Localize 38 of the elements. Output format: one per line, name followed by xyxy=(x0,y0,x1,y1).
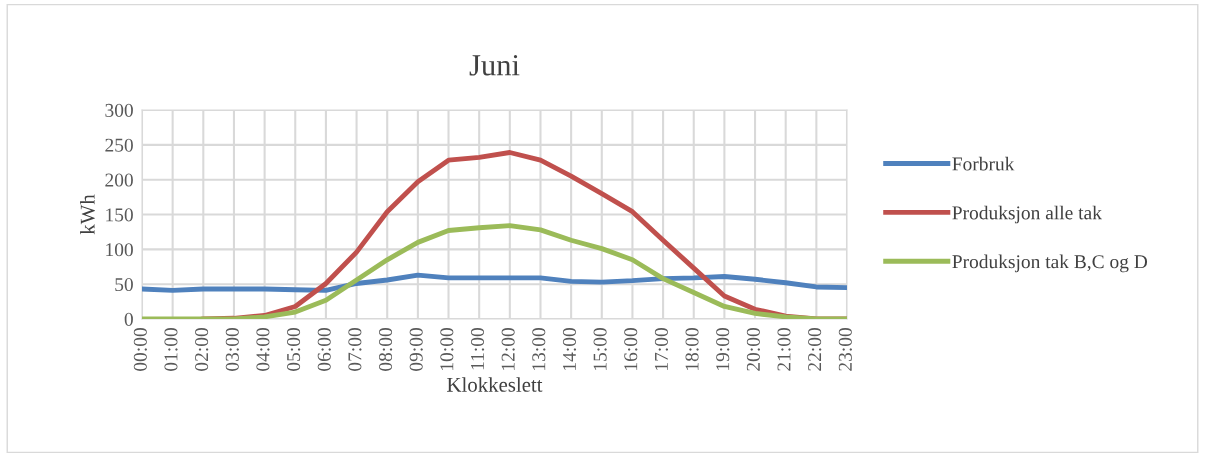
y-tick-label: 50 xyxy=(115,277,133,292)
x-tick-label: 08:00 xyxy=(378,328,393,371)
x-tick-label: 06:00 xyxy=(317,328,331,371)
x-tick-label: 07:00 xyxy=(348,328,362,371)
x-tick-label: 21:00 xyxy=(777,328,791,371)
x-tick-label: 17:00 xyxy=(654,328,669,370)
x-tick-label: 16:00 xyxy=(624,328,638,370)
x-tick-label: 11:00 xyxy=(470,328,485,370)
x-tick-label: 00:00 xyxy=(133,328,147,371)
y-tick-label: 150 xyxy=(106,208,133,222)
chart-title: Juni xyxy=(469,55,520,76)
line-series xyxy=(142,272,847,293)
x-tick-label: 19:00 xyxy=(716,328,730,370)
y-tick-label: 0 xyxy=(124,312,133,326)
x-axis-title: Klokkeslett xyxy=(447,377,543,392)
y-tick-label: 250 xyxy=(105,138,133,152)
x-tick-label: 02:00 xyxy=(195,328,209,371)
y-tick-label: 300 xyxy=(105,103,133,117)
x-tick-label: 20:00 xyxy=(746,328,760,371)
x-tick-label: 04:00 xyxy=(256,328,270,371)
y-axis-title: kWh xyxy=(80,194,95,235)
x-tick-label: 05:00 xyxy=(287,328,301,371)
x-tick-label: 01:00 xyxy=(164,328,178,371)
x-tick-label: 09:00 xyxy=(409,328,423,371)
x-tick-label: 10:00 xyxy=(440,328,454,370)
x-tick-label: 13:00 xyxy=(532,328,546,370)
legend-label: Forbruk xyxy=(952,156,1015,171)
x-tick-label: 23:00 xyxy=(838,328,852,371)
x-tick-label: 14:00 xyxy=(562,328,577,370)
y-tick-label: 100 xyxy=(106,243,133,257)
x-tick-label: 15:00 xyxy=(593,328,607,370)
x-tick-label: 03:00 xyxy=(225,328,239,371)
x-tick-label: 12:00 xyxy=(501,328,515,370)
x-tick-label: 22:00 xyxy=(808,328,822,371)
x-tick-label: 18:00 xyxy=(685,328,699,370)
y-tick-label: 200 xyxy=(105,173,133,187)
legend-label: Produksjon alle tak xyxy=(952,205,1102,224)
legend-label: Produksjon tak B,C og D xyxy=(952,254,1148,273)
